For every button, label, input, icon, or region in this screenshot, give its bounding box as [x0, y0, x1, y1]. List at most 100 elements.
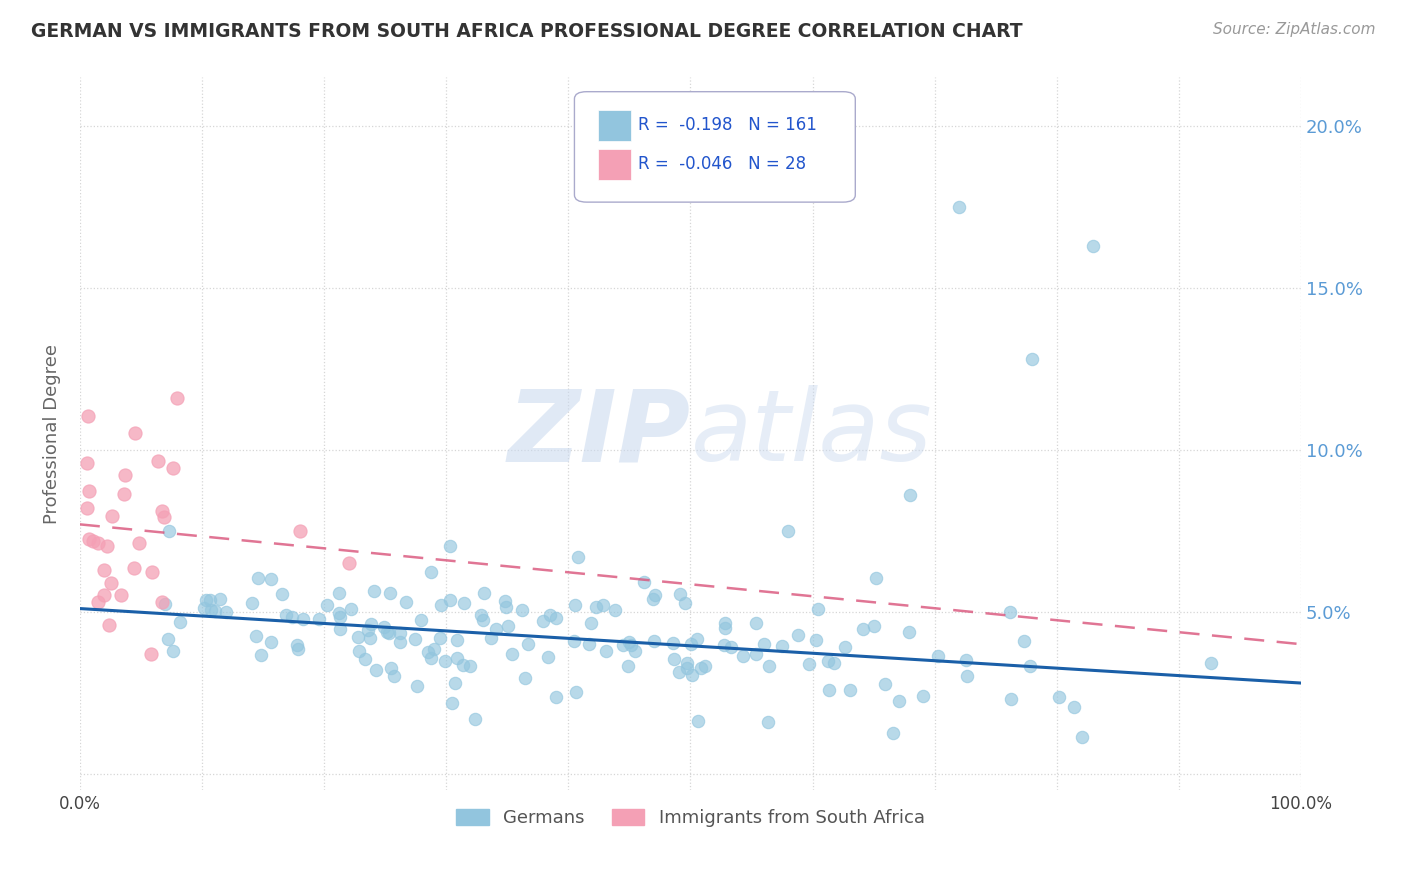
- Point: [797, 657, 820, 672]
- FancyBboxPatch shape: [598, 149, 631, 180]
- Point: [292, 612, 315, 626]
- Point: [240, 596, 263, 610]
- Point: [731, 649, 754, 664]
- Point: [852, 623, 875, 637]
- Point: [451, 657, 474, 672]
- Legend: Germans, Immigrants from South Africa: Germans, Immigrants from South Africa: [449, 802, 932, 834]
- Point: [1070, 730, 1092, 744]
- Point: [546, 690, 568, 705]
- Point: [204, 604, 226, 618]
- Point: [423, 642, 446, 657]
- Point: [169, 615, 191, 630]
- Point: [260, 572, 283, 586]
- Point: [200, 603, 222, 617]
- Point: [745, 647, 768, 661]
- FancyBboxPatch shape: [575, 92, 855, 202]
- Point: [93, 588, 115, 602]
- Point: [439, 539, 461, 553]
- Text: Source: ZipAtlas.com: Source: ZipAtlas.com: [1212, 22, 1375, 37]
- Point: [1021, 352, 1043, 367]
- Point: [823, 656, 845, 670]
- Point: [565, 684, 588, 698]
- Point: [641, 591, 664, 606]
- Point: [388, 626, 411, 640]
- Point: [807, 601, 830, 615]
- Point: [479, 631, 502, 645]
- Point: [260, 634, 283, 648]
- Point: [513, 672, 536, 686]
- Point: [139, 648, 162, 662]
- Point: [150, 595, 173, 609]
- Point: [662, 651, 685, 665]
- Point: [458, 658, 481, 673]
- Point: [98, 617, 121, 632]
- Point: [643, 633, 665, 648]
- Point: [146, 454, 169, 468]
- Point: [87, 595, 110, 609]
- Point: [1199, 657, 1222, 671]
- Point: [388, 635, 411, 649]
- Point: [485, 622, 508, 636]
- Point: [688, 714, 710, 729]
- Point: [363, 583, 385, 598]
- Point: [873, 676, 896, 690]
- Point: [357, 623, 380, 637]
- Point: [308, 612, 330, 626]
- Point: [713, 621, 735, 635]
- Point: [166, 391, 188, 405]
- Point: [411, 613, 433, 627]
- Point: [754, 637, 776, 651]
- Text: ZIP: ZIP: [508, 385, 690, 483]
- Point: [87, 535, 110, 549]
- Point: [516, 637, 538, 651]
- Point: [124, 426, 146, 441]
- Point: [122, 560, 145, 574]
- Point: [804, 633, 827, 648]
- Point: [689, 661, 711, 675]
- Point: [494, 594, 516, 608]
- Point: [444, 675, 467, 690]
- Text: GERMAN VS IMMIGRANTS FROM SOUTH AFRICA PROFESSIONAL DEGREE CORRELATION CHART: GERMAN VS IMMIGRANTS FROM SOUTH AFRICA P…: [31, 22, 1022, 41]
- Point: [155, 598, 177, 612]
- Point: [346, 630, 368, 644]
- Point: [152, 510, 174, 524]
- Point: [531, 614, 554, 628]
- Point: [603, 603, 626, 617]
- Point: [288, 524, 311, 538]
- Point: [439, 593, 461, 607]
- Point: [510, 603, 533, 617]
- Point: [433, 654, 456, 668]
- Point: [157, 524, 180, 538]
- Point: [887, 694, 910, 708]
- Point: [595, 644, 617, 658]
- Point: [440, 697, 463, 711]
- Point: [419, 566, 441, 580]
- Point: [395, 595, 418, 609]
- Point: [495, 599, 517, 614]
- Point: [1063, 700, 1085, 714]
- Point: [818, 683, 841, 698]
- Point: [681, 667, 703, 681]
- Point: [141, 565, 163, 579]
- Point: [347, 644, 370, 658]
- Point: [1012, 634, 1035, 648]
- Point: [364, 663, 387, 677]
- Point: [612, 638, 634, 652]
- Point: [1000, 692, 1022, 706]
- Point: [328, 606, 350, 620]
- Point: [382, 669, 405, 683]
- Point: [193, 601, 215, 615]
- Point: [695, 659, 717, 673]
- Point: [661, 636, 683, 650]
- Point: [1018, 659, 1040, 673]
- Point: [668, 665, 690, 679]
- Point: [245, 629, 267, 643]
- Point: [537, 649, 560, 664]
- Point: [453, 596, 475, 610]
- Point: [247, 571, 270, 585]
- Point: [564, 598, 586, 612]
- Point: [287, 642, 309, 657]
- Point: [1000, 605, 1022, 619]
- Point: [329, 610, 352, 624]
- Point: [472, 586, 495, 600]
